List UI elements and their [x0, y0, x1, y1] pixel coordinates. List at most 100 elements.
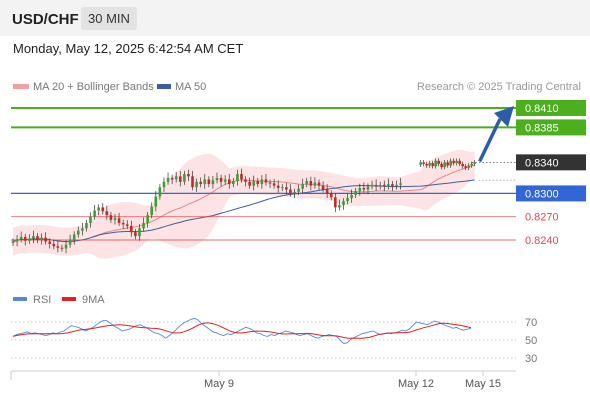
x-tick-label: May 15	[465, 378, 501, 390]
candle	[158, 184, 162, 200]
candle	[154, 191, 158, 212]
candle	[350, 189, 353, 203]
candle-body	[187, 174, 190, 177]
candle	[40, 233, 43, 245]
candle-body	[166, 177, 170, 182]
candle-body	[130, 226, 133, 233]
x-tick-label: May 9	[204, 378, 234, 390]
candle-body	[68, 240, 72, 245]
candle	[428, 160, 431, 168]
candle-body	[52, 243, 56, 247]
candle	[191, 170, 194, 191]
bollinger-band-area	[13, 149, 475, 259]
candle	[458, 158, 461, 167]
candle	[325, 184, 329, 199]
candle	[473, 160, 476, 167]
candle-body	[374, 184, 378, 187]
candle-body	[358, 187, 362, 192]
candle-body	[183, 174, 186, 182]
candle	[440, 161, 443, 170]
credit-text: Research © 2025 Trading Central	[417, 81, 581, 93]
candle-body	[437, 160, 440, 164]
candle	[358, 183, 362, 196]
candle	[285, 182, 288, 195]
candle	[142, 217, 145, 232]
candle	[313, 177, 317, 189]
candle-body	[285, 187, 288, 190]
rsi-level-label: 50	[525, 335, 537, 347]
candle-body	[449, 160, 452, 166]
candle	[97, 204, 100, 216]
candle-body	[211, 180, 215, 185]
candle	[150, 202, 154, 219]
candle	[174, 172, 178, 183]
candle	[446, 160, 449, 168]
candle-body	[240, 174, 243, 180]
candle-body	[387, 184, 390, 187]
candle-body	[227, 179, 231, 185]
candle	[211, 175, 215, 189]
candle	[374, 179, 378, 192]
candle	[15, 234, 19, 247]
candle	[280, 184, 284, 192]
candle	[134, 229, 137, 240]
candle-body	[101, 207, 105, 212]
candle-body	[203, 179, 207, 185]
projection-arrow	[478, 106, 514, 163]
candle	[461, 161, 464, 169]
candle	[464, 163, 467, 171]
candle	[334, 193, 337, 213]
candle	[60, 244, 64, 252]
candle	[425, 161, 428, 168]
candle	[223, 175, 227, 185]
candle-body	[452, 160, 455, 164]
candle-body	[395, 184, 398, 187]
candles	[11, 158, 476, 254]
candle	[391, 180, 394, 192]
candle	[36, 233, 39, 244]
candle-body	[467, 165, 470, 168]
candle	[449, 158, 452, 168]
candle	[256, 177, 260, 188]
level-pivot-0.8300: 0.8300	[11, 185, 586, 202]
candle-body	[321, 185, 325, 190]
candle-body	[428, 163, 431, 166]
candle-body	[28, 238, 31, 241]
price-levels: 0.8410 0.8385 0.8340 0.8300 0.8270 0.8240	[11, 100, 586, 247]
candle-body	[146, 215, 149, 223]
candle	[395, 180, 398, 190]
candle-body	[170, 177, 174, 180]
timeframe-badge[interactable]: 30 MIN	[81, 7, 137, 30]
candle-body	[89, 216, 92, 223]
candle-body	[276, 185, 280, 188]
candle-body	[19, 236, 23, 240]
candle	[240, 168, 243, 183]
candle	[227, 174, 231, 189]
level-last-0.8340: 0.8340	[472, 154, 586, 171]
candle	[268, 179, 272, 188]
candle	[187, 169, 190, 181]
candle-body	[121, 222, 125, 225]
candle-body	[15, 239, 19, 242]
candle-body	[60, 247, 64, 249]
candle-body	[154, 196, 158, 207]
candle-body	[346, 198, 349, 202]
candle	[244, 176, 247, 187]
candle	[19, 231, 23, 243]
candle-body	[56, 246, 60, 248]
candle	[470, 161, 473, 168]
candle-body	[382, 184, 386, 187]
bollinger-legend-swatch	[13, 84, 29, 89]
candle	[378, 181, 382, 190]
candle	[366, 183, 370, 195]
candle-body	[64, 244, 68, 249]
candle-body	[366, 186, 370, 190]
candle-body	[81, 228, 84, 231]
candle-body	[370, 184, 374, 187]
candle	[293, 188, 296, 199]
candle	[195, 178, 198, 192]
candle-body	[162, 181, 166, 188]
candle-body	[174, 176, 178, 180]
candle-body	[85, 222, 88, 229]
